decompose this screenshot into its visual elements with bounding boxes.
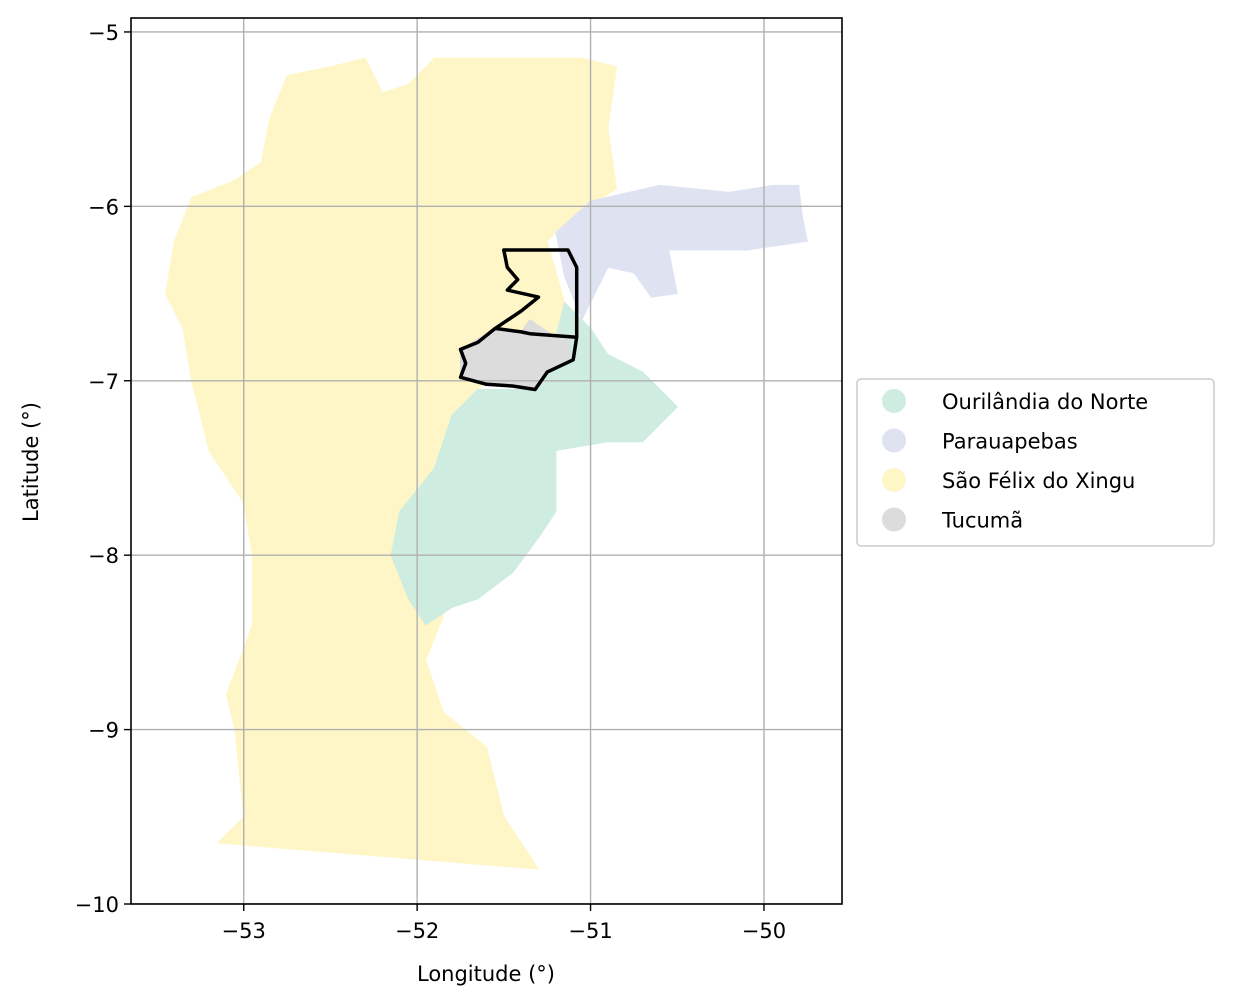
outline-boundary: [458, 248, 579, 392]
legend-entries: Ourilândia do Norte Parauapebas São Félix …: [882, 389, 1148, 533]
plot-frame: [130, 17, 843, 905]
legend-label: Ourilândia do Norte: [942, 390, 1148, 414]
y-axis-ticks: −5 −6 −7 −8 −9 −10: [75, 21, 131, 917]
legend-label: Tucumã: [941, 509, 1023, 533]
y-tick-label: −10: [75, 893, 119, 917]
outline-layer: [458, 248, 579, 392]
legend-label: Parauapebas: [942, 430, 1078, 454]
grid-layer: [131, 18, 842, 904]
x-axis-label: Longitude (°): [417, 962, 555, 986]
regions-layer: [165, 57, 808, 870]
y-axis-label: Latitude (°): [19, 402, 43, 522]
legend-label: São Félix do Xingu: [942, 469, 1135, 493]
y-tick-label: −7: [88, 370, 119, 394]
legend-swatch: [882, 507, 906, 532]
legend-swatch: [882, 428, 906, 453]
legend-swatch: [882, 468, 906, 492]
x-tick-label: −51: [568, 919, 612, 943]
y-tick-label: −9: [88, 719, 119, 743]
y-tick-label: −6: [88, 195, 119, 219]
legend: Ourilândia do Norte Parauapebas São Félix …: [856, 378, 1215, 547]
y-tick-label: −5: [88, 21, 119, 45]
x-tick-label: −50: [742, 919, 786, 943]
legend-swatch: [882, 389, 906, 413]
y-tick-label: −8: [88, 544, 119, 568]
region-sao-felix-do-xingu: [165, 57, 618, 870]
x-tick-label: −52: [395, 919, 439, 943]
x-axis-ticks: −53 −52 −51 −50: [222, 904, 786, 943]
region-ourilandia-do-norte: [390, 301, 679, 626]
region-parauapebas: [555, 184, 808, 321]
outline-divider: [494, 326, 577, 339]
legend-frame: [856, 378, 1215, 547]
x-tick-label: −53: [222, 919, 266, 943]
